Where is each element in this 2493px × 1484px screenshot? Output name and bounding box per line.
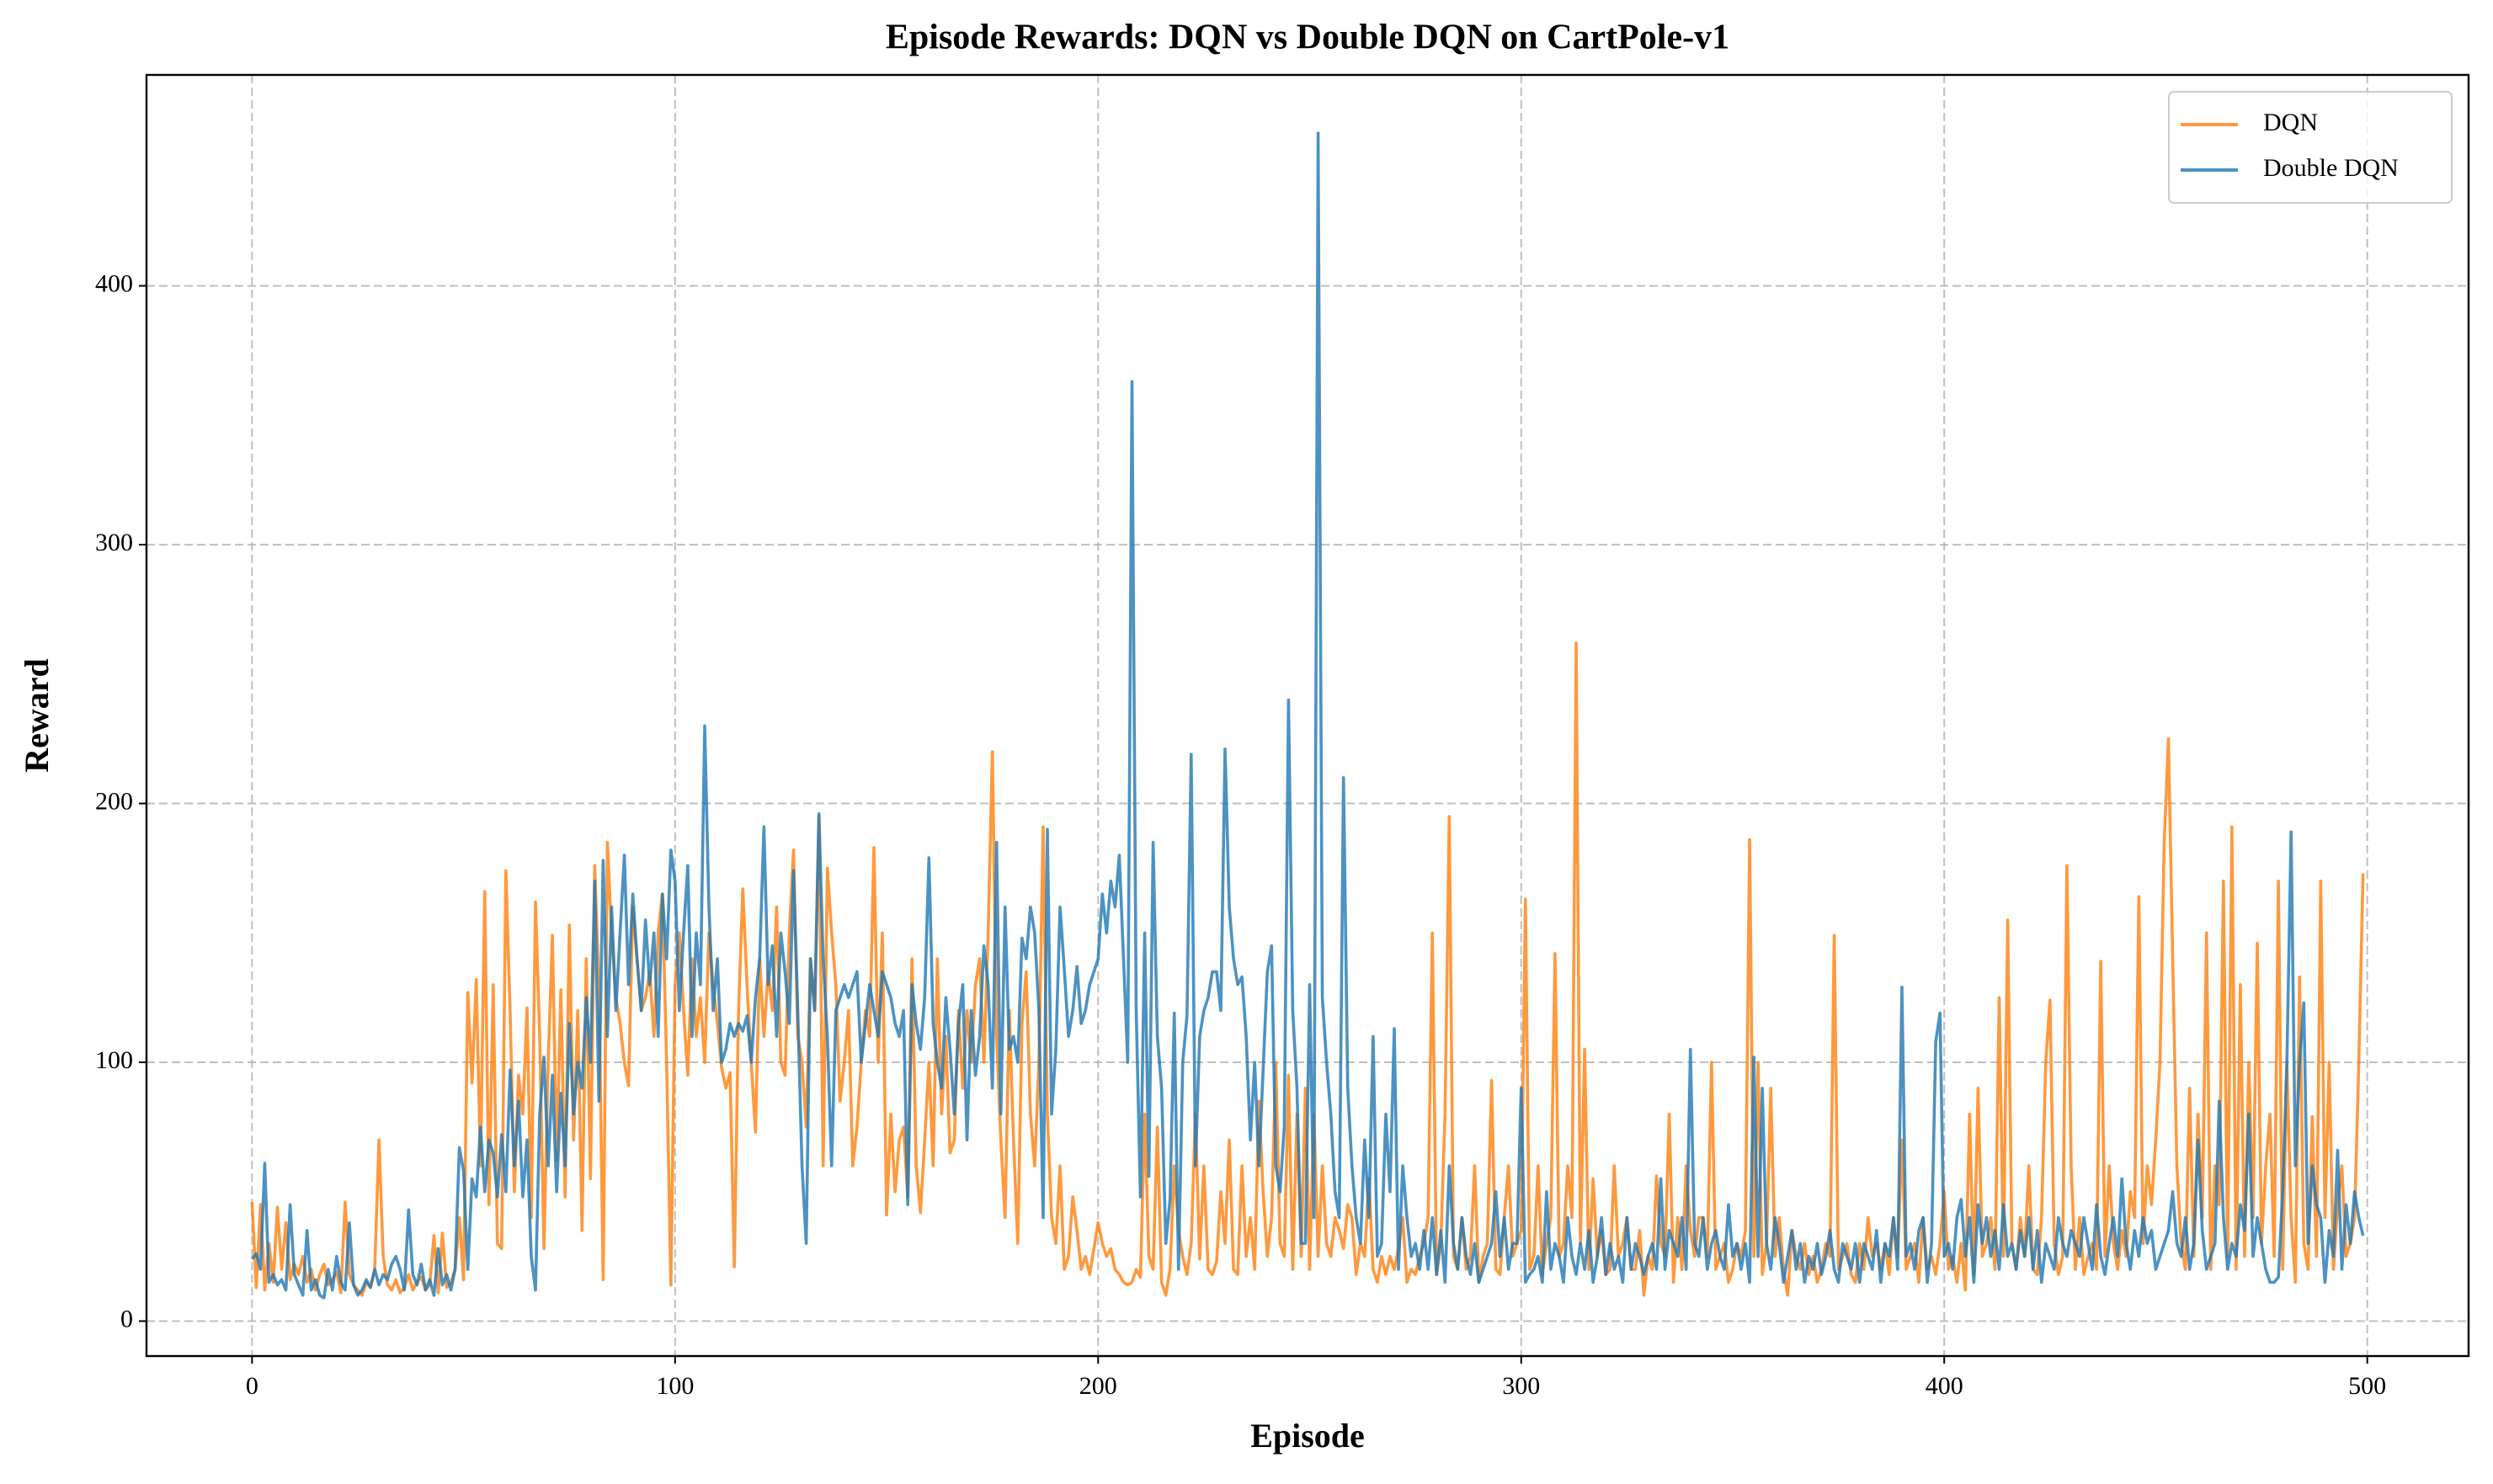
y-tick-label: 400 [95, 269, 133, 297]
y-tick-label: 200 [95, 787, 133, 815]
legend-label: DQN [2263, 109, 2318, 136]
chart-title: Episode Rewards: DQN vs Double DQN on Ca… [886, 19, 1729, 57]
legend-box [2168, 91, 2453, 204]
x-tick-label: 300 [1502, 1372, 1540, 1400]
y-tick-label: 300 [95, 529, 133, 556]
legend-label: Double DQN [2263, 154, 2399, 182]
x-tick-label: 400 [1926, 1372, 1963, 1400]
x-axis-label: Episode [1250, 1417, 1365, 1455]
x-tick-label: 200 [1079, 1372, 1117, 1400]
y-tick-label: 0 [120, 1305, 133, 1332]
y-axis-label: Reward [18, 658, 56, 773]
x-tick-label: 100 [656, 1372, 694, 1400]
series-line [250, 131, 2365, 1300]
x-tick-label: 0 [246, 1372, 258, 1400]
legend: DQN Double DQN [2168, 91, 2453, 204]
y-tick-label: 100 [95, 1046, 133, 1074]
x-tick-label: 500 [2348, 1372, 2386, 1400]
plot-frame [145, 73, 2470, 1358]
